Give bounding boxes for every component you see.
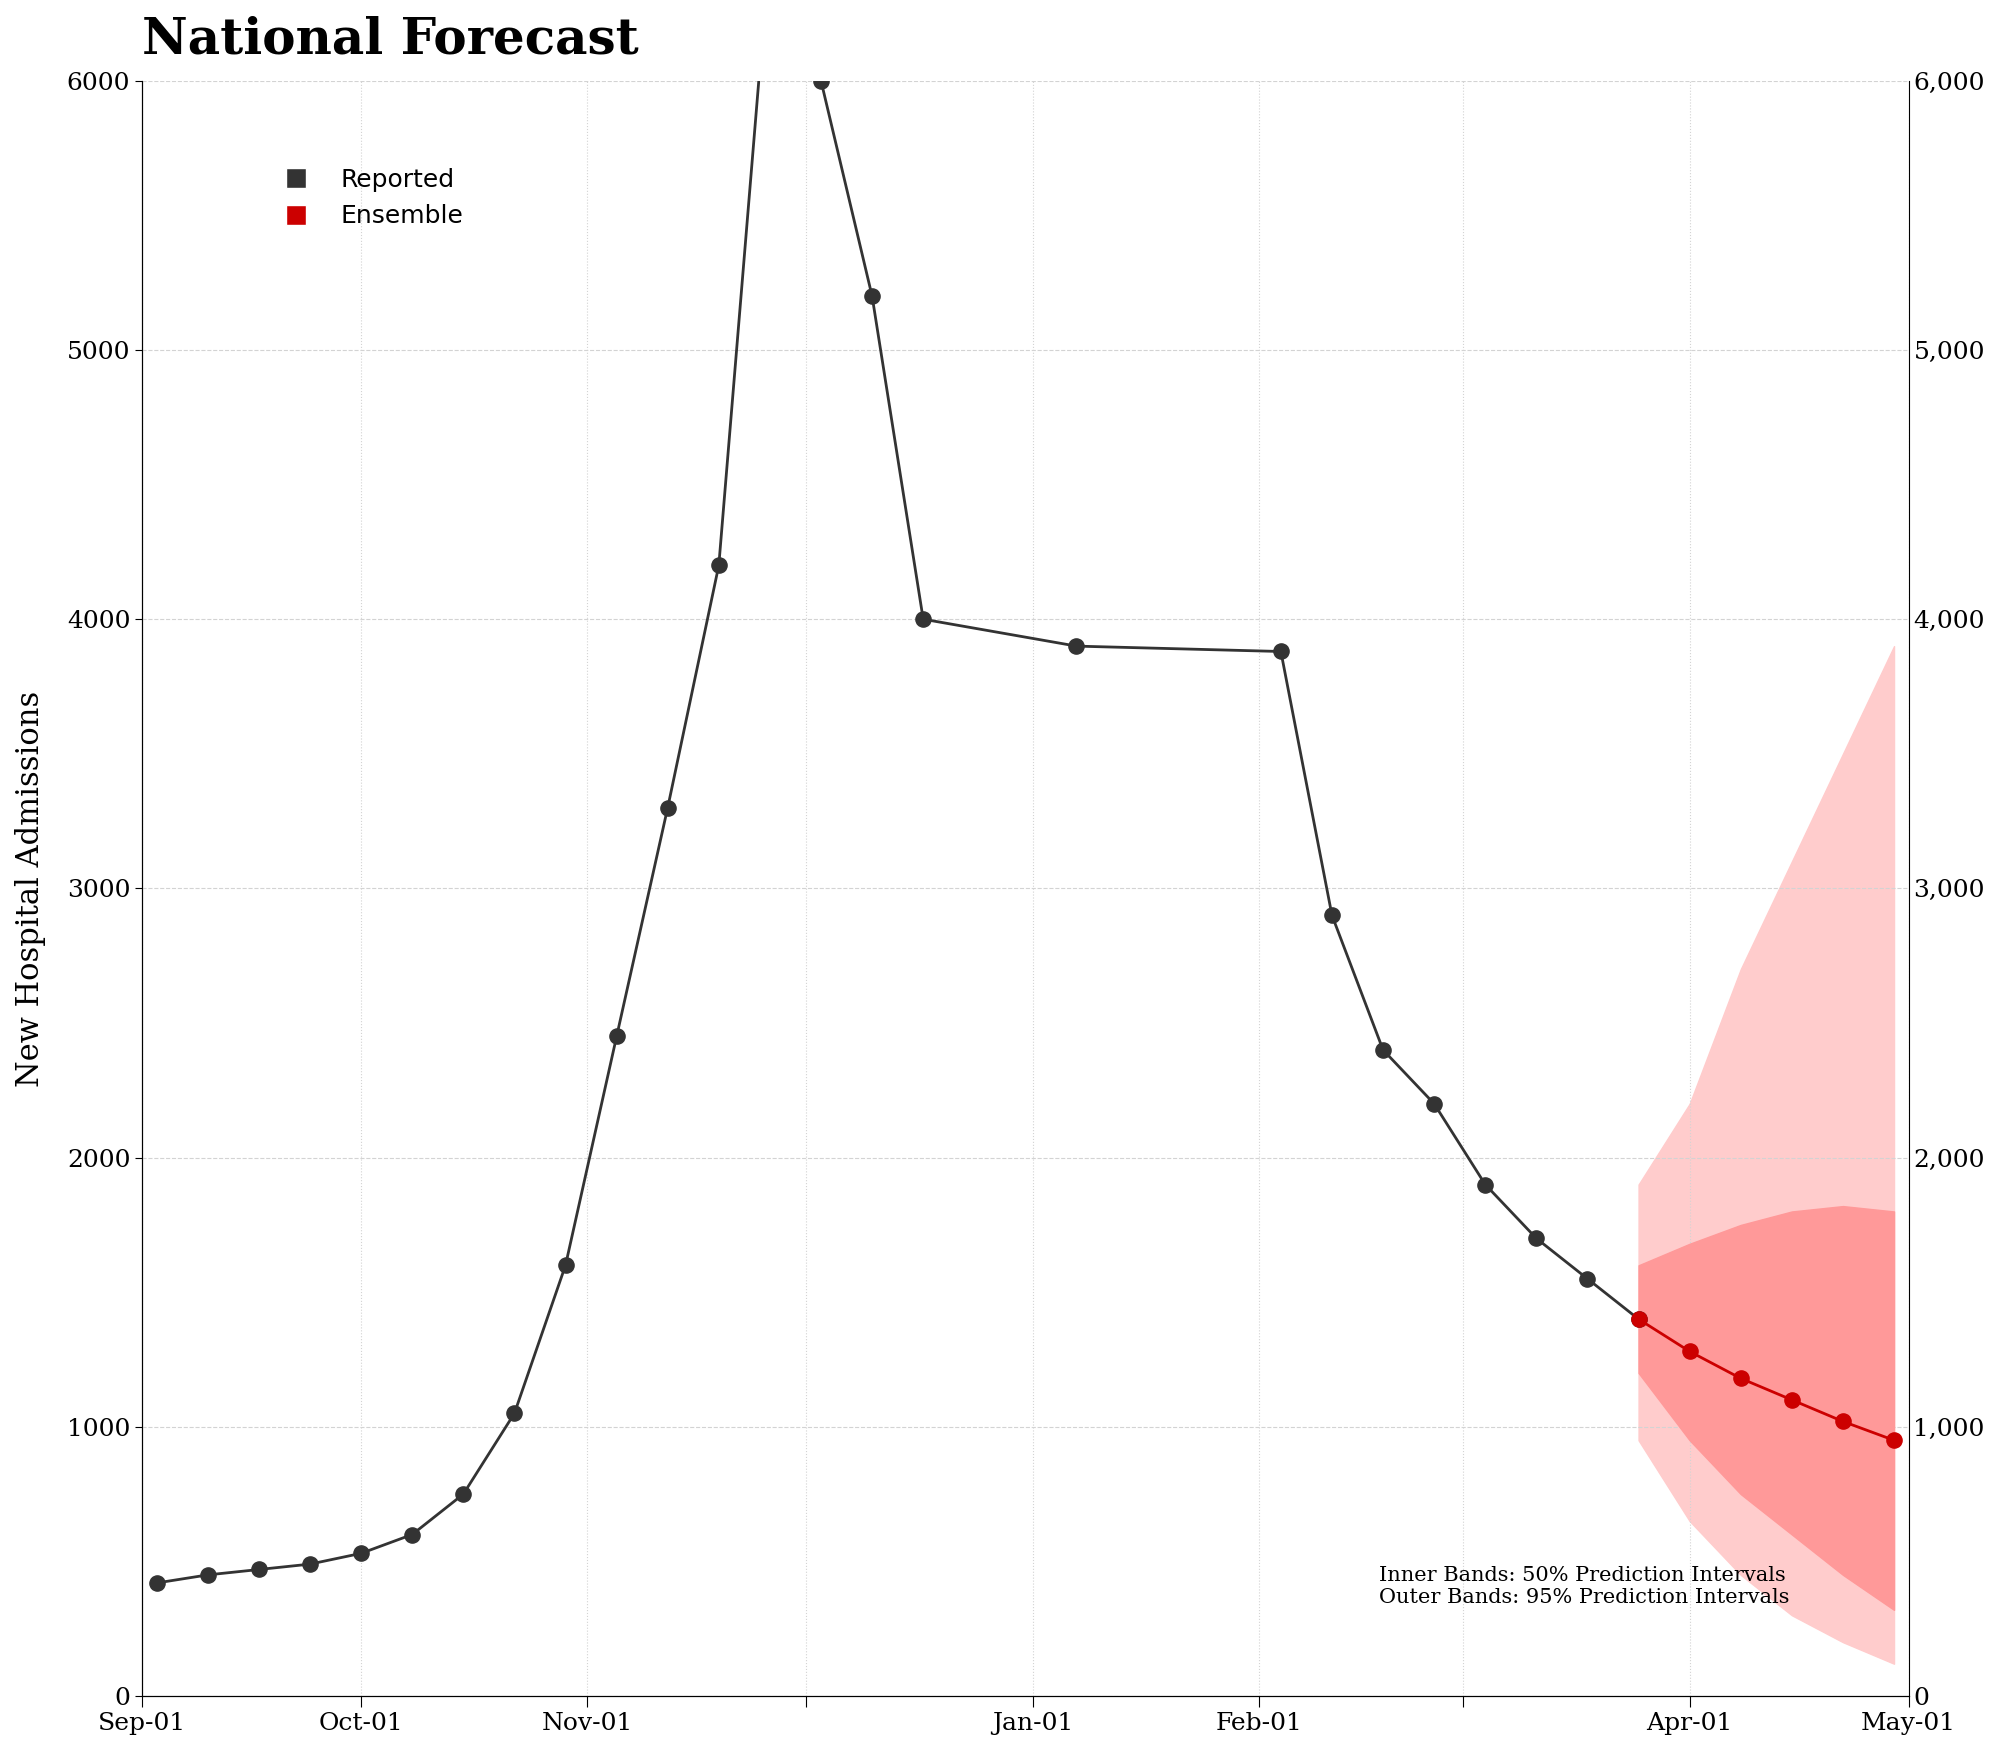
Point: [396, 1521, 428, 1549]
Point: [1368, 1036, 1400, 1064]
Point: [1776, 1386, 1808, 1414]
Point: [1878, 1426, 1910, 1454]
Point: [1724, 1365, 1756, 1393]
Point: [294, 1550, 326, 1578]
Point: [652, 794, 684, 822]
Point: [600, 1022, 632, 1050]
Point: [856, 282, 888, 310]
Point: [1264, 637, 1296, 665]
Point: [1622, 1306, 1654, 1334]
Point: [550, 1251, 582, 1279]
Point: [1826, 1407, 1858, 1435]
Legend: Reported, Ensemble: Reported, Ensemble: [260, 158, 474, 238]
Point: [1418, 1090, 1450, 1118]
Text: National Forecast: National Forecast: [142, 16, 638, 65]
Point: [498, 1400, 530, 1428]
Point: [1060, 632, 1092, 660]
Point: [702, 551, 734, 579]
Point: [806, 66, 838, 94]
Point: [448, 1480, 480, 1508]
Y-axis label: New Hospital Admissions: New Hospital Admissions: [16, 690, 46, 1087]
Point: [908, 606, 940, 634]
Text: Inner Bands: 50% Prediction Intervals
Outer Bands: 95% Prediction Intervals: Inner Bands: 50% Prediction Intervals Ou…: [1378, 1566, 1790, 1606]
Point: [242, 1556, 274, 1584]
Point: [1520, 1225, 1552, 1253]
Point: [346, 1540, 378, 1568]
Point: [1622, 1306, 1654, 1334]
Point: [1316, 901, 1348, 929]
Point: [1470, 1171, 1502, 1199]
Point: [192, 1561, 224, 1589]
Point: [1572, 1265, 1604, 1293]
Point: [1674, 1337, 1706, 1365]
Point: [140, 1570, 172, 1598]
